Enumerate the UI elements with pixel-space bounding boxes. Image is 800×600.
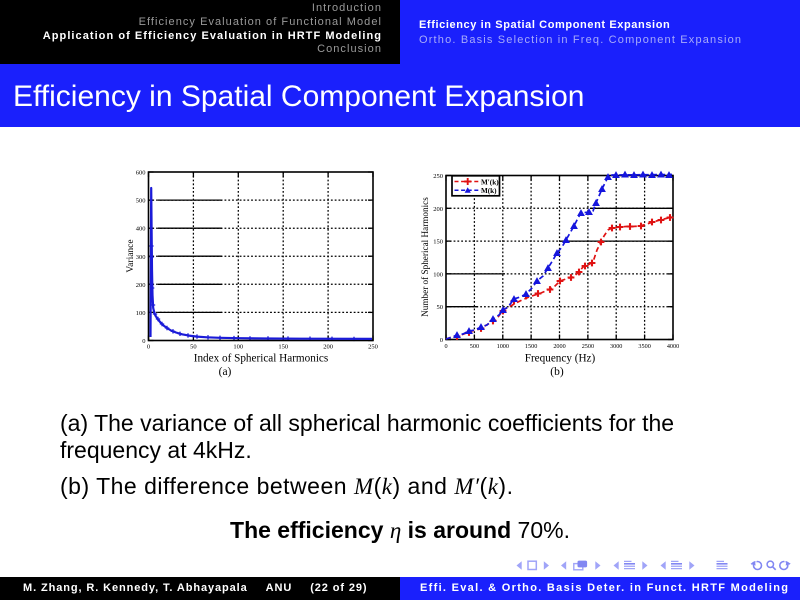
svg-text:500: 500 (470, 343, 479, 350)
svg-text:150: 150 (433, 239, 443, 246)
svg-text:1500: 1500 (525, 343, 537, 350)
svg-text:500: 500 (136, 198, 146, 205)
svg-text:100: 100 (136, 310, 146, 317)
svg-text:0: 0 (147, 344, 150, 351)
svg-text:Variance: Variance (126, 239, 136, 272)
svg-text:Index of Spherical Harmonics: Index of Spherical Harmonics (194, 353, 329, 365)
svg-text:0: 0 (444, 343, 447, 350)
svg-text:200: 200 (323, 344, 333, 351)
svg-text:M(k): M(k) (481, 187, 497, 195)
svg-text:150: 150 (278, 344, 288, 351)
svg-text:0: 0 (440, 337, 443, 344)
svg-text:300: 300 (136, 254, 146, 261)
svg-text:4000: 4000 (667, 343, 679, 350)
svg-text:100: 100 (433, 271, 443, 278)
svg-text:Frequency (Hz): Frequency (Hz) (525, 353, 596, 365)
svg-text:1000: 1000 (497, 343, 509, 350)
svg-text:400: 400 (136, 226, 146, 233)
svg-text:50: 50 (437, 304, 444, 311)
svg-text:250: 250 (368, 344, 378, 351)
svg-text:Number of Spherical Harmonics: Number of Spherical Harmonics (420, 197, 430, 317)
svg-text:200: 200 (136, 282, 146, 289)
svg-text:2500: 2500 (582, 343, 594, 350)
svg-text:(a): (a) (219, 366, 232, 378)
svg-text:100: 100 (233, 344, 243, 351)
svg-text:50: 50 (190, 344, 197, 351)
svg-text:2000: 2000 (553, 343, 565, 350)
svg-text:(b): (b) (550, 366, 564, 378)
svg-text:600: 600 (136, 170, 146, 177)
svg-text:200: 200 (433, 206, 443, 213)
svg-text:3500: 3500 (638, 343, 650, 350)
svg-text:250: 250 (433, 173, 443, 180)
svg-text:M′(k): M′(k) (481, 178, 499, 186)
svg-text:0: 0 (142, 338, 145, 345)
svg-text:3000: 3000 (610, 343, 622, 350)
